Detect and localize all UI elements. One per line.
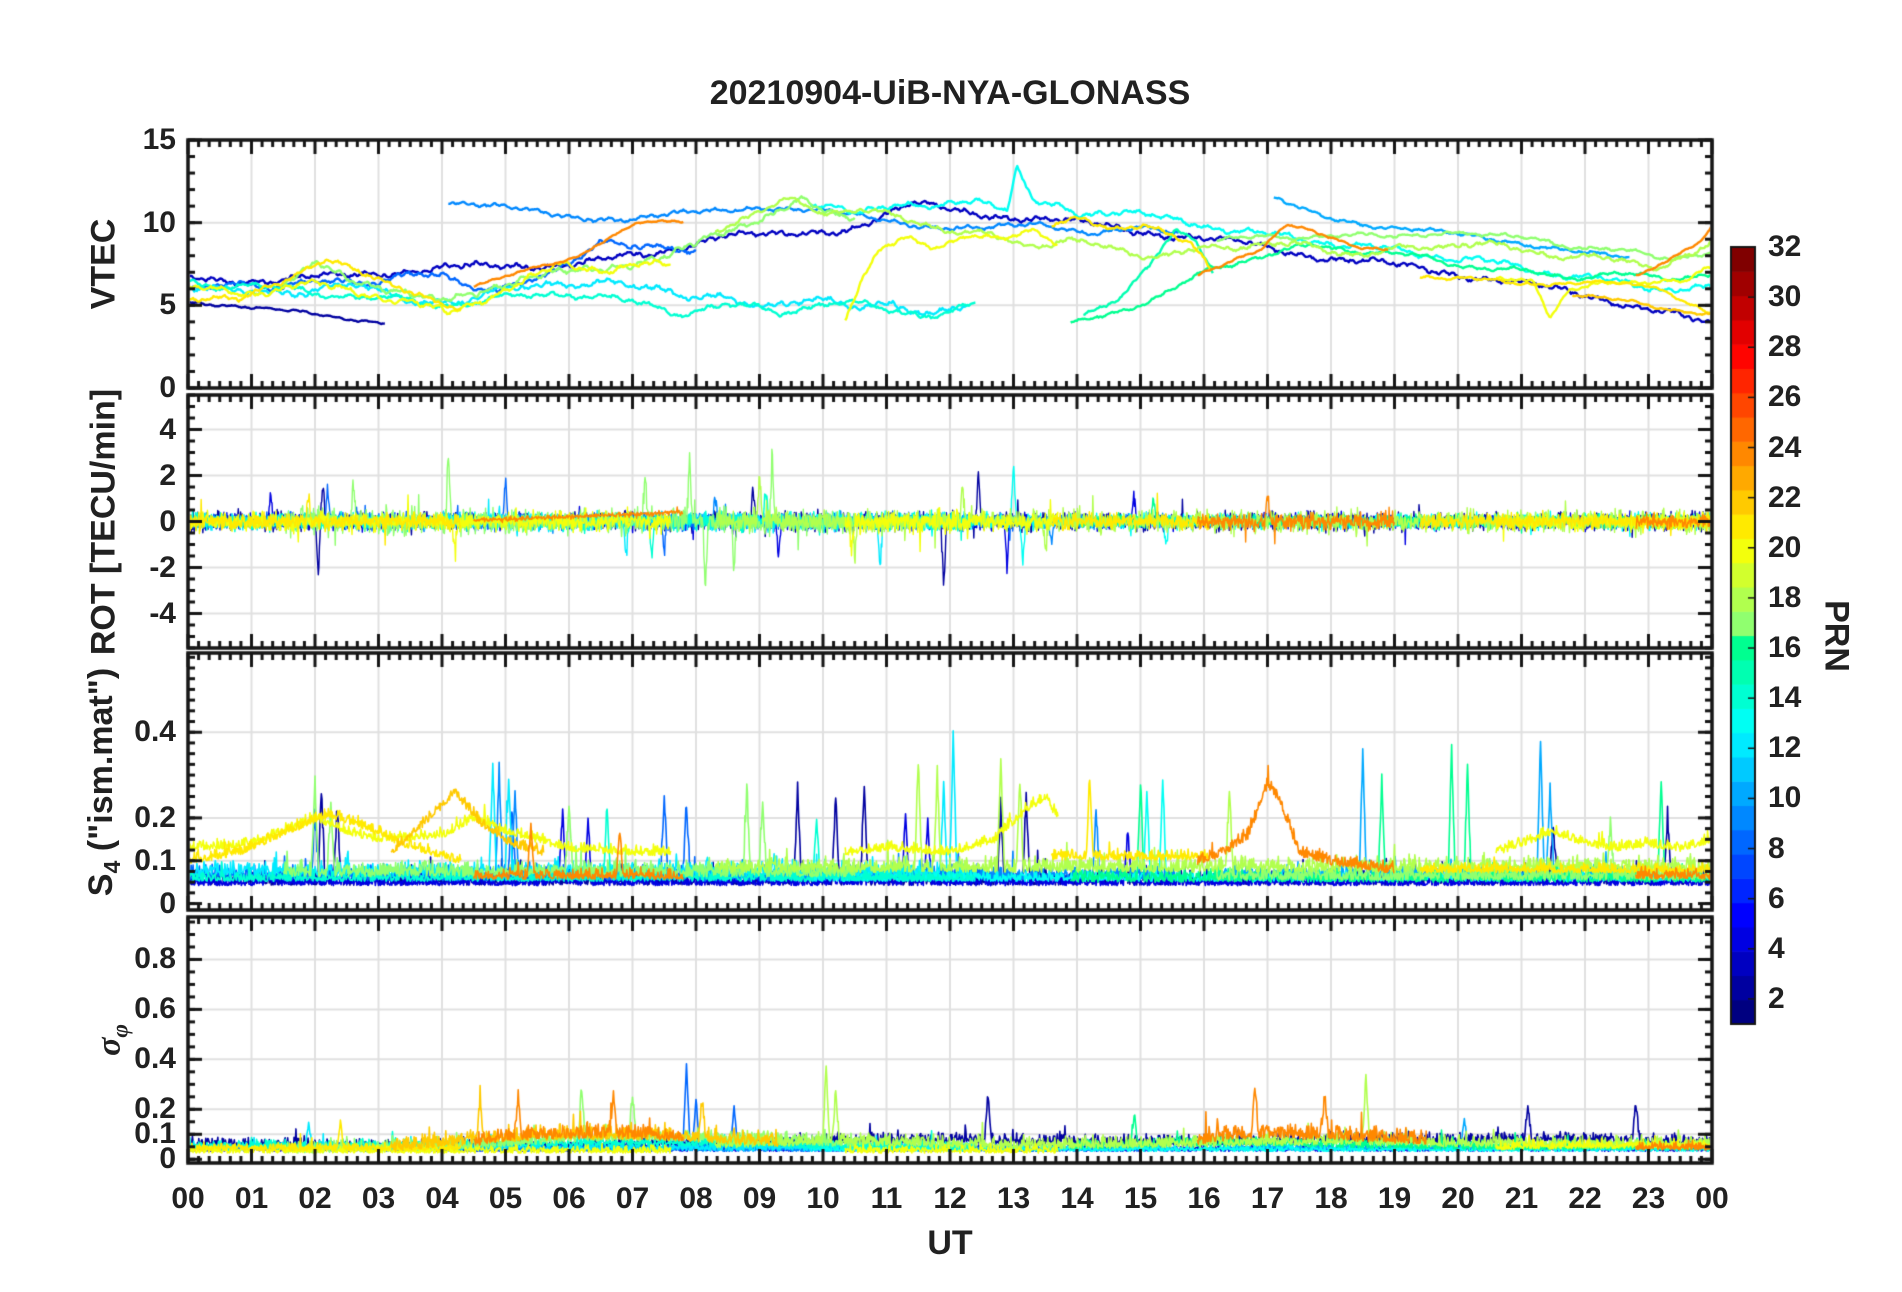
x-tick-label: 02 xyxy=(298,1182,332,1215)
colorbar-tick-label: 24 xyxy=(1768,430,1802,464)
colorbar-tick-label: 32 xyxy=(1768,230,1802,263)
x-axis-label: UT xyxy=(927,1224,973,1262)
y-tick-label: 0.4 xyxy=(134,1042,176,1076)
x-tick-label: 18 xyxy=(1314,1182,1348,1215)
x-tick-label: 11 xyxy=(870,1182,903,1215)
y-tick-label: 2 xyxy=(159,458,176,492)
x-tick-label: 09 xyxy=(742,1182,777,1215)
colorbar-tick-label: 4 xyxy=(1768,931,1785,965)
x-tick-label: 16 xyxy=(1187,1182,1221,1215)
y-tick-label: 0.4 xyxy=(134,715,176,749)
y-tick-label: -4 xyxy=(149,596,176,630)
x-tick-label: 14 xyxy=(1060,1182,1094,1215)
y-axis-label-rot: ROT [TECU/min] xyxy=(84,388,123,655)
x-tick-label: 07 xyxy=(615,1182,650,1215)
y-tick-label: 10 xyxy=(142,205,176,239)
y-tick-label: -2 xyxy=(149,550,176,584)
x-tick-label: 23 xyxy=(1631,1182,1666,1215)
y-tick-label: 0.1 xyxy=(134,843,176,877)
x-tick-label: 10 xyxy=(806,1182,840,1215)
x-tick-label: 20 xyxy=(1441,1182,1475,1215)
y-tick-label: 15 xyxy=(142,123,176,156)
y-tick-label: 0.2 xyxy=(134,1092,176,1126)
y-tick-label: 0.1 xyxy=(134,1117,176,1151)
y-axis-label-sigma_phi: σφ xyxy=(90,1024,134,1056)
colorbar-tick-label: 14 xyxy=(1768,681,1802,715)
colorbar-tick-label: 10 xyxy=(1768,781,1802,815)
colorbar-tick-label: 26 xyxy=(1768,380,1802,414)
x-tick-label: 01 xyxy=(234,1182,269,1215)
colorbar-label: PRN xyxy=(1817,600,1856,672)
x-tick-label: 15 xyxy=(1123,1182,1158,1215)
y-tick-label: 0.2 xyxy=(134,800,176,834)
colorbar-tick-label: 28 xyxy=(1768,330,1802,364)
colorbar-tick-label: 22 xyxy=(1768,480,1802,514)
x-tick-label: 13 xyxy=(996,1182,1031,1215)
x-tick-label: 19 xyxy=(1377,1182,1412,1215)
y-axis-label-s4: S4 ("ism.mat") xyxy=(81,667,126,896)
x-tick-label: 08 xyxy=(679,1182,713,1215)
x-tick-label: 00 xyxy=(1695,1182,1729,1215)
x-tick-label: 22 xyxy=(1568,1182,1602,1215)
colorbar-tick-label: 20 xyxy=(1768,530,1802,564)
colorbar-tick-label: 8 xyxy=(1768,831,1785,865)
y-tick-label: 0.8 xyxy=(134,942,176,976)
y-axis-label-vtec: VTEC xyxy=(84,218,123,310)
y-tick-label: 0 xyxy=(159,1142,176,1176)
chart-title: 20210904-UiB-NYA-GLONASS xyxy=(709,74,1191,112)
colorbar-tick-label: 12 xyxy=(1768,731,1802,765)
y-tick-label: 0 xyxy=(159,886,176,920)
colorbar-tick-label: 18 xyxy=(1768,580,1802,614)
x-tick-label: 12 xyxy=(933,1182,967,1215)
x-tick-label: 05 xyxy=(488,1182,523,1215)
y-tick-label: 0.6 xyxy=(134,992,176,1026)
colorbar-tick-label: 30 xyxy=(1768,280,1802,314)
y-tick-label: 0 xyxy=(159,504,176,538)
y-tick-label: 5 xyxy=(159,288,176,322)
x-tick-label: 03 xyxy=(361,1182,396,1215)
y-tick-label: 4 xyxy=(159,412,176,446)
x-tick-label: 21 xyxy=(1504,1182,1539,1215)
colorbar-tick-label: 16 xyxy=(1768,631,1802,665)
colorbar-tick-label: 6 xyxy=(1768,881,1785,915)
y-tick-label: 0 xyxy=(159,371,176,404)
x-tick-label: 00 xyxy=(171,1182,205,1215)
x-tick-label: 04 xyxy=(425,1182,459,1215)
x-tick-label: 06 xyxy=(552,1182,586,1215)
x-tick-label: 17 xyxy=(1250,1182,1285,1215)
colorbar-tick-label: 2 xyxy=(1768,981,1785,1015)
